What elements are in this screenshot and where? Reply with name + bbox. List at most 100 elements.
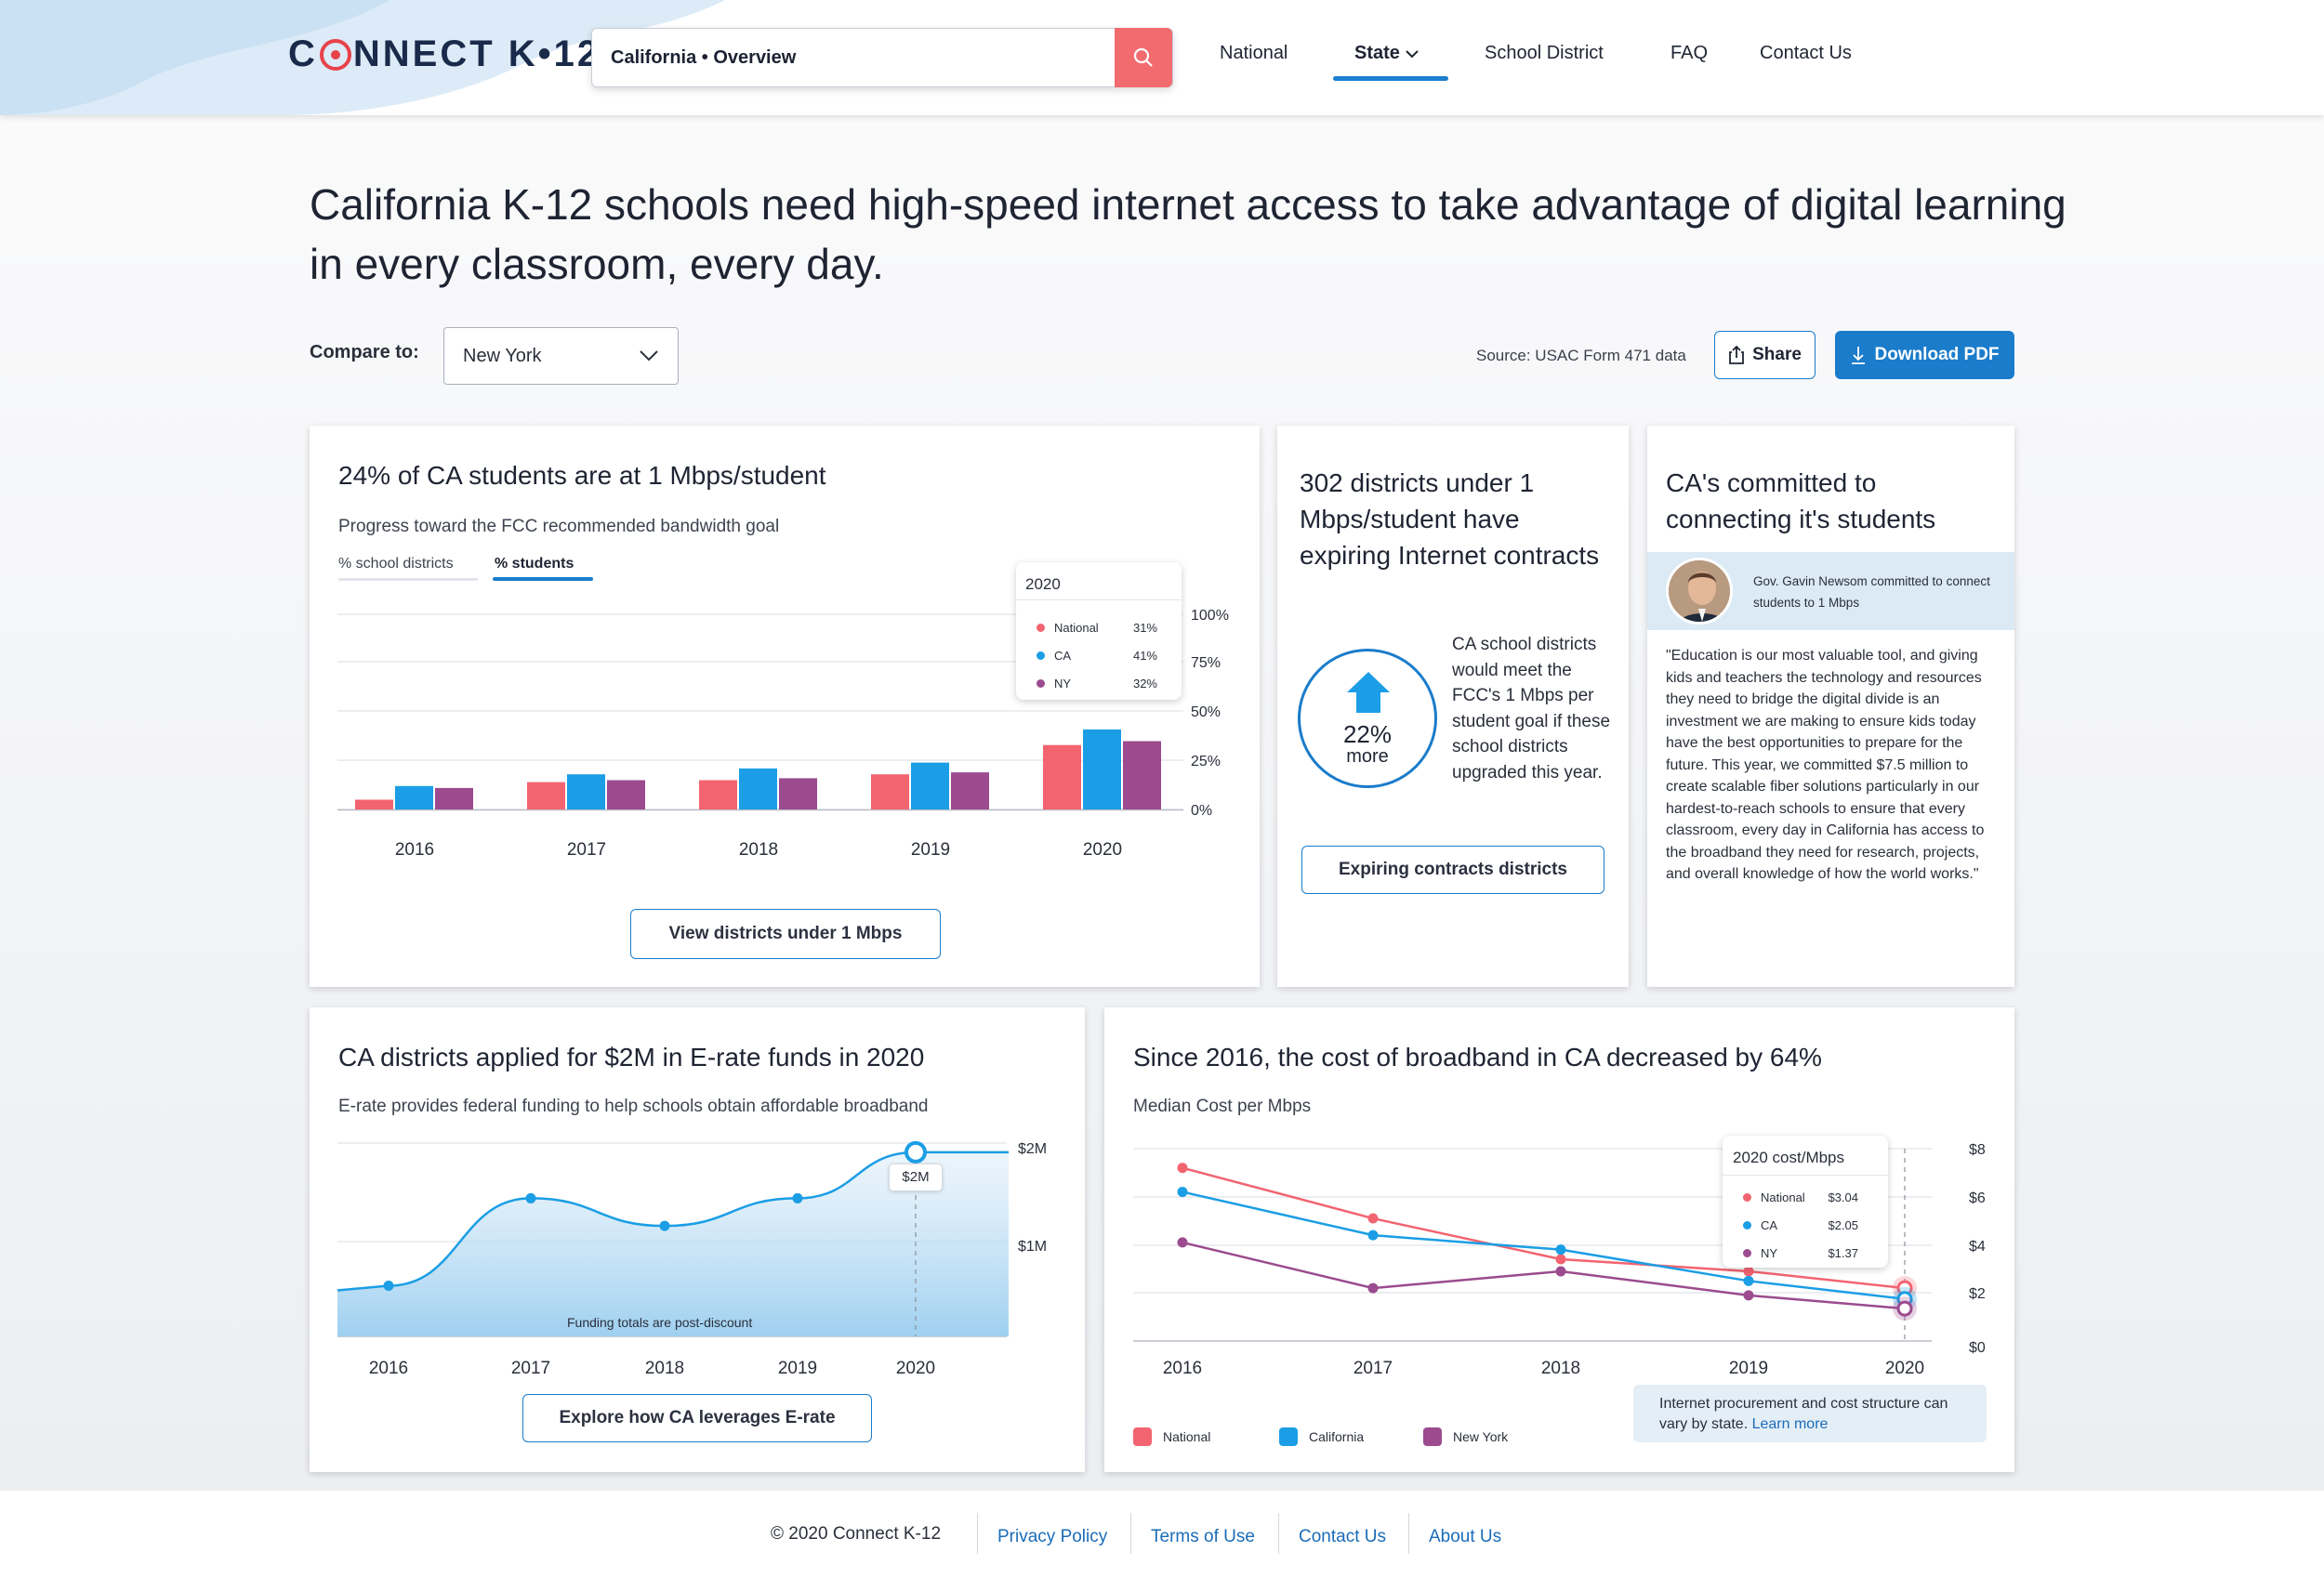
cost-card-title: Since 2016, the cost of broadband in CA … — [1133, 1043, 1822, 1072]
contracts-body-text: CA school districts would meet the FCC's… — [1452, 635, 1611, 782]
erate-chart-note: Funding totals are post-discount — [567, 1315, 753, 1330]
y-tick-label: 25% — [1191, 754, 1221, 769]
bar-national — [1043, 744, 1081, 809]
footer-terms-of-use[interactable]: Terms of Use — [1151, 1527, 1255, 1546]
cost-row-ca: CA $2.05 — [1743, 1212, 1858, 1240]
cost-card-subtitle: Median Cost per Mbps — [1133, 1097, 1312, 1116]
cost-note-text: Internet procurement and cost structure … — [1659, 1396, 1948, 1432]
compare-state-select[interactable]: New York — [443, 327, 679, 385]
search-icon — [1133, 47, 1153, 67]
tab-school-districts[interactable]: % school districts — [338, 556, 454, 572]
legend-label: National — [1163, 1429, 1211, 1444]
bar-ca — [567, 774, 605, 809]
ny-dot — [1037, 679, 1045, 688]
bar-chart-tooltip: 2020 National 31% CA 41% NY 32% — [1016, 562, 1182, 700]
bar-ny — [435, 787, 473, 809]
download-pdf-button[interactable]: Download PDF — [1835, 331, 2014, 379]
search-box[interactable]: California • Overview — [591, 28, 1173, 87]
footer-copyright: © 2020 Connect K-12 — [771, 1524, 942, 1544]
cost-legend: National California New York — [1133, 1427, 1553, 1446]
cost-point — [1743, 1266, 1754, 1277]
site-header: C NNECT K•12 California • Overview Nation… — [0, 0, 2324, 115]
y-tick-label: $4 — [1969, 1239, 1986, 1255]
erate-card-subtitle: E-rate provides federal funding to help … — [338, 1097, 929, 1116]
governor-commitment-text: Gov. Gavin Newsom committed to connect s… — [1753, 574, 1990, 610]
share-button[interactable]: Share — [1714, 331, 1816, 379]
tooltip-row-national: National 31% — [1037, 614, 1157, 642]
nav-faq[interactable]: FAQ — [1670, 43, 1709, 63]
tooltip-label: National — [1761, 1190, 1805, 1204]
funding-point — [792, 1192, 803, 1203]
expiring-contracts-button[interactable]: Expiring contracts districts — [1301, 846, 1604, 894]
x-tick-label: 2018 — [645, 1359, 684, 1378]
erate-card-title: CA districts applied for $2M in E-rate f… — [338, 1043, 925, 1072]
governor-card-title: CA's committed to connecting it's studen… — [1666, 468, 1936, 533]
nav-national[interactable]: National — [1220, 43, 1288, 63]
y-tick-label: $6 — [1969, 1190, 1986, 1206]
x-tick-label: 2020 — [896, 1359, 935, 1378]
stat-value: 22% — [1342, 720, 1393, 748]
national-dot — [1743, 1193, 1751, 1202]
share-label: Share — [1752, 345, 1802, 364]
download-icon — [1852, 347, 1866, 364]
cost-point — [1367, 1213, 1379, 1224]
y-tick-label: $2 — [1969, 1286, 1986, 1302]
logo-text-c: C — [288, 33, 318, 74]
tab-students-active-indicator — [493, 577, 593, 581]
tooltip-divider — [1723, 1175, 1888, 1176]
y-tick-label: $2M — [1018, 1141, 1047, 1157]
legend-national: National — [1133, 1427, 1279, 1446]
bar-ny — [779, 778, 817, 809]
stat-label: more — [1346, 746, 1389, 767]
tooltip-value: $2.05 — [1828, 1218, 1858, 1232]
funding-point — [525, 1192, 536, 1203]
logo-signal-icon — [319, 38, 351, 71]
footer-about-us[interactable]: About Us — [1429, 1527, 1502, 1546]
bar-national — [355, 799, 393, 809]
site-footer — [0, 1491, 2324, 1578]
view-districts-button[interactable]: View districts under 1 Mbps — [630, 909, 941, 959]
cost-row-ny: NY $1.37 — [1743, 1240, 1858, 1268]
x-tick-label: 2020 — [1885, 1359, 1924, 1378]
page-headline: California K-12 schools need high-speed … — [310, 180, 2067, 288]
bar-ca — [395, 785, 433, 809]
footer-privacy-policy[interactable]: Privacy Policy — [997, 1527, 1108, 1546]
ca-dot — [1743, 1221, 1751, 1230]
y-tick-label: $1M — [1018, 1239, 1047, 1255]
search-button[interactable] — [1115, 28, 1172, 87]
header-wave-decoration — [0, 0, 725, 115]
bar-national — [871, 774, 909, 809]
tooltip-title: 2020 — [1025, 575, 1061, 593]
search-input[interactable]: California • Overview — [611, 46, 797, 68]
cost-row-national: National $3.04 — [1743, 1184, 1858, 1212]
data-source-note: Source: USAC Form 471 data — [1476, 347, 1686, 364]
explore-erate-button[interactable]: Explore how CA leverages E-rate — [522, 1394, 872, 1442]
nav-contact-us[interactable]: Contact Us — [1760, 43, 1852, 63]
footer-separator — [1278, 1513, 1279, 1554]
cost-point — [1367, 1230, 1379, 1241]
funding-area — [337, 1151, 1009, 1336]
cost-tooltip-rows: National $3.04 CA $2.05 NY $1.37 — [1743, 1184, 1858, 1268]
nav-state[interactable]: State — [1354, 43, 1419, 64]
tooltip-label: NY — [1054, 677, 1072, 690]
x-tick-label: 2020 — [1083, 840, 1122, 860]
nav-active-indicator — [1333, 76, 1448, 81]
tab-students[interactable]: % students — [495, 556, 574, 572]
footer-contact-us[interactable]: Contact Us — [1299, 1527, 1386, 1546]
ca-dot — [1037, 651, 1045, 660]
nav-school-district[interactable]: School District — [1485, 43, 1604, 63]
tooltip-row-ny: NY 32% — [1037, 670, 1157, 698]
cost-point — [1367, 1282, 1379, 1294]
bar-ny — [1123, 741, 1161, 809]
chevron-down-icon — [640, 350, 658, 362]
tooltip-rows: National 31% CA 41% NY 32% — [1037, 614, 1157, 698]
cost-point-highlight — [1896, 1300, 1913, 1317]
x-tick-label: 2019 — [778, 1359, 817, 1378]
tooltip-row-ca: CA 41% — [1037, 642, 1157, 670]
connect-k12-logo[interactable]: C NNECT K•12 — [288, 33, 601, 75]
learn-more-link[interactable]: Learn more — [1751, 1416, 1829, 1432]
ny-dot — [1743, 1249, 1751, 1257]
x-tick-label: 2018 — [1541, 1359, 1580, 1378]
governor-avatar — [1666, 558, 1733, 625]
tooltip-label: CA — [1761, 1218, 1778, 1232]
